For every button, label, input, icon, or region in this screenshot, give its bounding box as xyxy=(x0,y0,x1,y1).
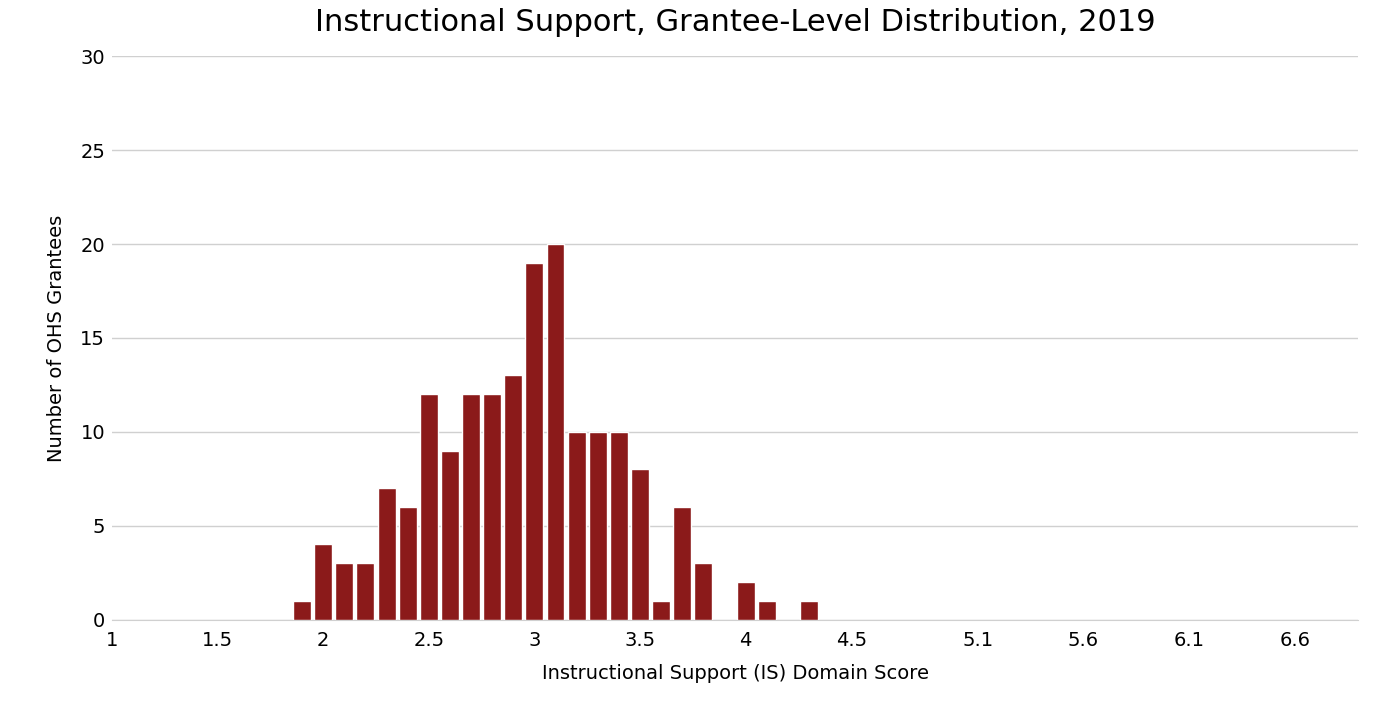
Title: Instructional Support, Grantee-Level Distribution, 2019: Instructional Support, Grantee-Level Dis… xyxy=(315,8,1155,37)
Bar xyxy=(631,470,650,620)
Bar xyxy=(736,582,755,620)
X-axis label: Instructional Support (IS) Domain Score: Instructional Support (IS) Domain Score xyxy=(542,663,928,682)
Bar xyxy=(673,507,692,620)
Bar xyxy=(567,432,585,620)
Bar xyxy=(462,394,480,620)
Bar xyxy=(483,394,501,620)
Bar xyxy=(589,432,606,620)
Bar xyxy=(757,601,776,620)
Bar xyxy=(694,563,713,620)
Bar xyxy=(546,244,564,620)
Y-axis label: Number of OHS Grantees: Number of OHS Grantees xyxy=(48,214,66,462)
Bar xyxy=(399,507,417,620)
Bar xyxy=(610,432,627,620)
Bar xyxy=(525,263,543,620)
Bar xyxy=(378,488,396,620)
Bar xyxy=(314,544,332,620)
Bar xyxy=(420,394,438,620)
Bar xyxy=(504,375,522,620)
Bar xyxy=(799,601,818,620)
Bar xyxy=(293,601,311,620)
Bar xyxy=(336,563,353,620)
Bar xyxy=(357,563,374,620)
Bar xyxy=(441,451,459,620)
Bar xyxy=(652,601,671,620)
